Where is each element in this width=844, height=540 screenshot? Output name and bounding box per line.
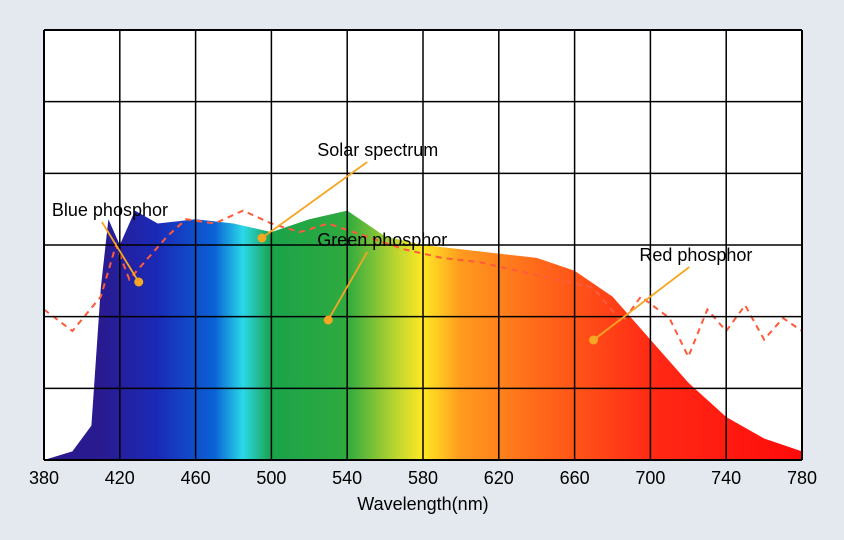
x-tick-660: 660 <box>560 468 590 489</box>
spectrum-svg <box>0 0 844 540</box>
x-tick-580: 580 <box>408 468 438 489</box>
x-tick-620: 620 <box>484 468 514 489</box>
annotation-green: Green phosphor <box>317 230 447 251</box>
x-tick-700: 700 <box>635 468 665 489</box>
x-axis-label: Wavelength(nm) <box>323 494 523 515</box>
spectrum-chart: 380 420 460 500 540 580 620 660 700 740 780 Wavele… <box>0 0 844 540</box>
annotation-solar: Solar spectrum <box>317 140 438 161</box>
annotation-blue: Blue phosphor <box>52 200 168 221</box>
x-tick-420: 420 <box>105 468 135 489</box>
x-tick-740: 740 <box>711 468 741 489</box>
x-tick-540: 540 <box>332 468 362 489</box>
x-tick-500: 500 <box>256 468 286 489</box>
x-tick-380: 380 <box>29 468 59 489</box>
x-tick-780: 780 <box>787 468 817 489</box>
x-tick-460: 460 <box>181 468 211 489</box>
annotation-red: Red phosphor <box>639 245 752 266</box>
